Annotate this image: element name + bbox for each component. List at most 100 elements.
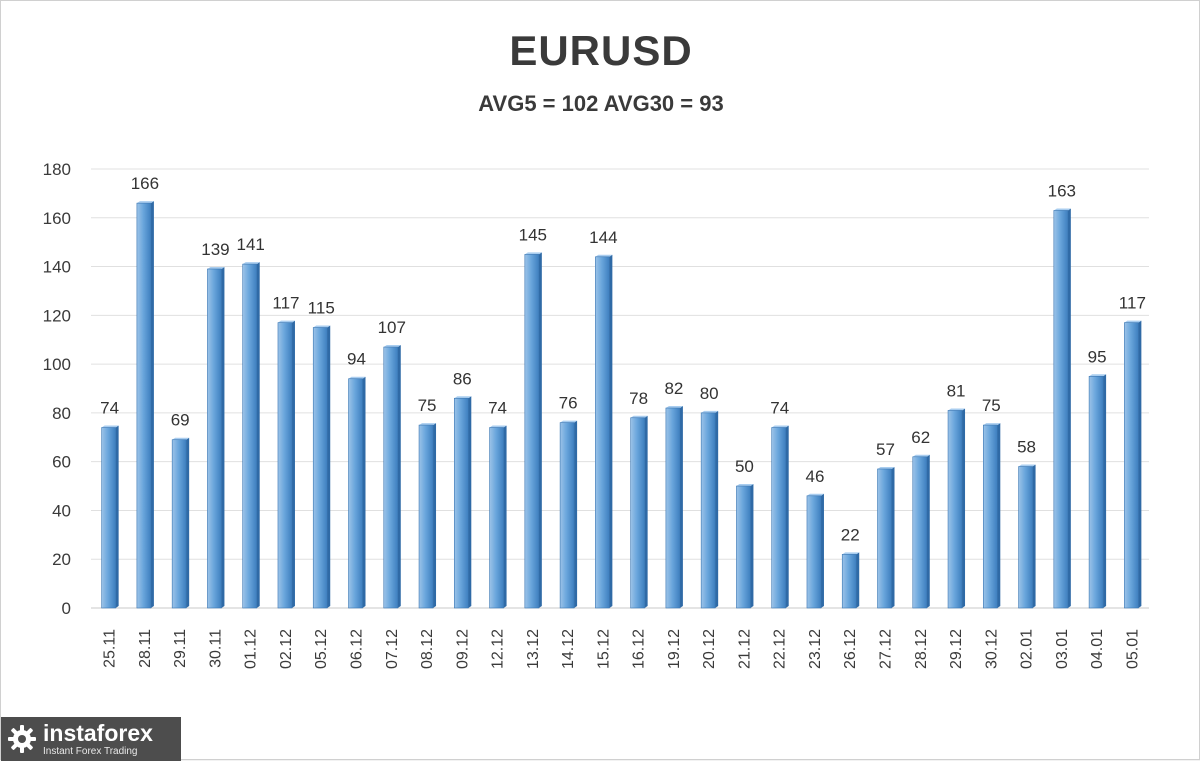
x-tick-label: 06.12	[349, 629, 366, 669]
x-tick-label: 08.12	[419, 629, 436, 669]
data-label: 75	[418, 396, 437, 415]
x-tick-label: 02.12	[278, 629, 295, 669]
bar	[418, 423, 437, 609]
bar	[736, 484, 754, 609]
bar	[665, 406, 683, 609]
x-tick-label: 02.01	[1019, 629, 1036, 669]
x-tick-label: 30.11	[207, 629, 224, 668]
data-label: 86	[453, 369, 472, 388]
data-label: 115	[308, 299, 335, 318]
x-tick-label: 15.12	[595, 629, 612, 669]
bar	[1018, 464, 1036, 609]
x-tick-label: 20.12	[701, 629, 718, 669]
bar	[348, 376, 366, 609]
bar	[207, 266, 225, 609]
logo-tagline: Instant Forex Trading	[43, 745, 138, 757]
bar	[1088, 374, 1107, 609]
bar	[1124, 320, 1142, 609]
data-label: 46	[806, 467, 825, 486]
bar	[841, 552, 860, 609]
bar	[630, 415, 648, 609]
data-label: 166	[131, 174, 159, 193]
data-label: 117	[272, 294, 299, 313]
y-tick-label: 100	[43, 355, 71, 374]
y-tick-label: 160	[43, 209, 71, 228]
x-tick-label: 19.12	[666, 629, 683, 669]
x-tick-label: 23.12	[807, 629, 824, 669]
x-tick-label: 28.12	[913, 629, 930, 669]
bar	[524, 252, 542, 609]
bar	[595, 254, 613, 609]
bar	[453, 396, 472, 609]
data-label: 74	[488, 399, 507, 418]
x-tick-label: 29.12	[948, 629, 965, 669]
x-tick-label: 01.12	[243, 629, 260, 669]
bar	[312, 325, 331, 609]
data-label: 145	[519, 225, 547, 244]
data-labels: 74 166 69 139 141 117 115 94 107 75 86 74 145 76 144 78…	[100, 174, 1146, 544]
bar	[277, 320, 295, 609]
x-tick-label: 07.12	[384, 629, 401, 669]
y-tick-label: 40	[52, 501, 71, 520]
y-axis: 0 20 40 60 80 100 120 140 160 180	[43, 160, 71, 618]
data-label: 22	[841, 525, 860, 544]
chart-subtitle: AVG5 = 102 AVG30 = 93	[478, 91, 724, 116]
y-tick-label: 180	[43, 160, 71, 179]
x-tick-label: 28.11	[137, 629, 154, 668]
y-tick-label: 80	[52, 404, 71, 423]
x-tick-label: 05.01	[1124, 629, 1141, 669]
x-tick-label: 21.12	[736, 629, 753, 669]
data-label: 50	[735, 457, 754, 476]
data-label: 58	[1017, 438, 1036, 457]
data-label: 74	[100, 399, 119, 418]
data-label: 76	[559, 394, 578, 413]
bar	[559, 420, 578, 609]
bar	[136, 201, 154, 609]
y-tick-label: 140	[43, 258, 71, 277]
x-tick-label: 04.01	[1089, 629, 1106, 669]
data-label: 81	[947, 381, 966, 400]
bar	[383, 345, 401, 609]
bar	[877, 466, 895, 609]
data-label: 94	[347, 350, 366, 369]
data-label: 57	[876, 440, 895, 459]
bar	[806, 493, 824, 609]
bar	[947, 408, 966, 609]
x-tick-label: 12.12	[490, 629, 507, 669]
bar	[171, 437, 190, 609]
data-label: 74	[770, 399, 789, 418]
x-tick-label: 30.12	[983, 629, 1000, 669]
bar	[912, 454, 930, 609]
data-label: 107	[378, 318, 406, 337]
x-tick-label: 05.12	[313, 629, 330, 669]
gear-icon	[1, 717, 43, 761]
bar	[771, 425, 789, 609]
bar	[242, 262, 260, 609]
data-label: 78	[629, 389, 648, 408]
bars	[101, 201, 1142, 609]
bar	[101, 425, 119, 609]
data-label: 95	[1088, 347, 1107, 366]
x-tick-label: 27.12	[878, 629, 895, 669]
x-axis: 25.11 28.11 29.11 30.11 01.12 02.12 05.12 06.12…	[102, 629, 1142, 669]
data-label: 144	[589, 228, 617, 247]
x-tick-label: 22.12	[772, 629, 789, 669]
x-tick-label: 03.01	[1054, 629, 1071, 669]
data-label: 75	[982, 396, 1001, 415]
data-label: 62	[911, 428, 930, 447]
x-tick-label: 25.11	[102, 629, 119, 668]
bar	[1053, 208, 1071, 609]
data-label: 163	[1048, 181, 1076, 200]
x-tick-label: 29.11	[172, 629, 189, 668]
x-tick-label: 16.12	[631, 629, 648, 669]
data-label: 139	[201, 240, 229, 259]
bar	[489, 425, 507, 609]
data-label: 141	[237, 235, 265, 254]
data-label: 117	[1119, 294, 1146, 313]
y-tick-label: 0	[62, 599, 71, 618]
x-tick-label: 14.12	[560, 629, 577, 669]
instaforex-logo: instaforex Instant Forex Trading	[1, 717, 181, 761]
bar	[700, 410, 719, 609]
x-tick-label: 13.12	[525, 629, 542, 669]
